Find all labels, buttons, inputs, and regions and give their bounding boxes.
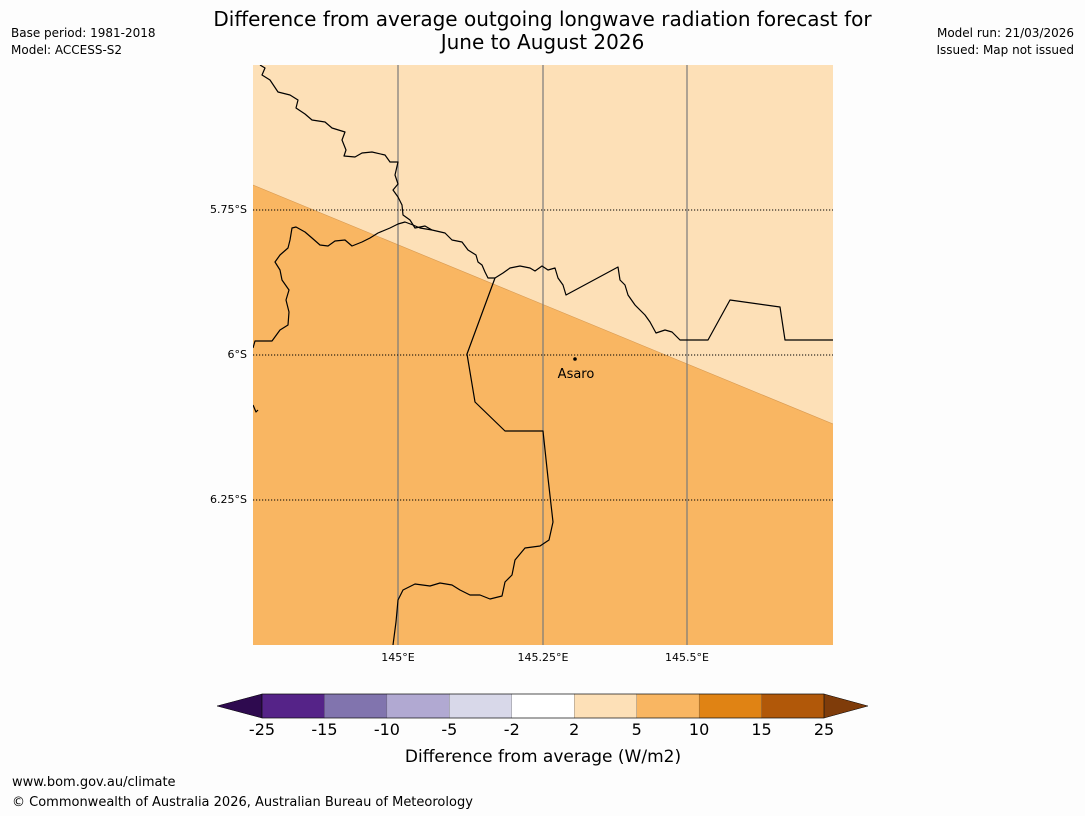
lat-label-5-75s: 5.75°S: [210, 203, 247, 216]
province-boundary-central: [392, 277, 554, 645]
colorbar-cell: [636, 693, 700, 719]
place-marker-asaro: [573, 357, 577, 361]
lon-label-145-25e: 145.25°E: [518, 651, 569, 664]
map-area: Asaro: [253, 65, 833, 645]
metadata-left: Base period: 1981-2018 Model: ACCESS-S2: [11, 25, 156, 59]
province-boundary-north: [259, 65, 833, 341]
colorbar-cell: [386, 693, 450, 719]
lat-label-6s: 6°S: [228, 348, 247, 361]
colorbar-frame: [261, 693, 825, 719]
colorbar-tick-label: -25: [249, 720, 275, 739]
lon-label-145-5e: 145.5°E: [665, 651, 709, 664]
colorbar-tick-label: -5: [441, 720, 457, 739]
colorbar-cell: [261, 693, 325, 719]
colorbar-tick-label: 10: [689, 720, 709, 739]
colorbar-tick-label: -10: [374, 720, 400, 739]
colorbar-label: Difference from average (W/m2): [405, 747, 681, 767]
colorbar-tick-label: -15: [311, 720, 337, 739]
colorbar-under-arrow: [216, 693, 263, 719]
colorbar-tick-label: 15: [751, 720, 771, 739]
metadata-right: Model run: 21/03/2026 Issued: Map not is…: [936, 25, 1074, 59]
model-text: Model: ACCESS-S2: [11, 43, 123, 57]
footer-url: www.bom.gov.au/climate: [12, 775, 176, 790]
colorbar-tick-label: 5: [632, 720, 642, 739]
place-label-asaro: Asaro: [558, 367, 595, 382]
colorbar-over-arrow: [823, 693, 869, 719]
model-run-text: Model run: 21/03/2026: [936, 26, 1074, 40]
colorbar-cell: [761, 693, 825, 719]
colorbar-cell: [324, 693, 388, 719]
title-line-1: Difference from average outgoing longwav…: [213, 7, 872, 31]
colorbar-cell: [449, 693, 513, 719]
title-line-2: June to August 2026: [440, 30, 645, 54]
colorbar-cell: [511, 693, 575, 719]
issued-text: Issued: Map not issued: [936, 43, 1074, 57]
lon-label-145e: 145°E: [381, 651, 414, 664]
province-boundary-west: [253, 221, 433, 349]
colorbar: -25 -15 -10 -5 -2 2 5 10 15 25 Difference from av…: [216, 693, 869, 767]
colorbar-tick-label: 2: [569, 720, 579, 739]
boundary-lines: [253, 65, 833, 645]
base-period-text: Base period: 1981-2018: [11, 26, 156, 40]
colorbar-tick-label: 25: [814, 720, 834, 739]
footer-copyright: © Commonwealth of Australia 2026, Austra…: [12, 795, 473, 810]
colorbar-cell: [698, 693, 763, 719]
lat-label-6-25s: 6.25°S: [210, 493, 247, 506]
map-title: Difference from average outgoing longwav…: [0, 8, 1085, 54]
colorbar-tick-label: -2: [504, 720, 520, 739]
colorbar-cell: [574, 693, 638, 719]
province-boundary-edge: [253, 404, 259, 413]
